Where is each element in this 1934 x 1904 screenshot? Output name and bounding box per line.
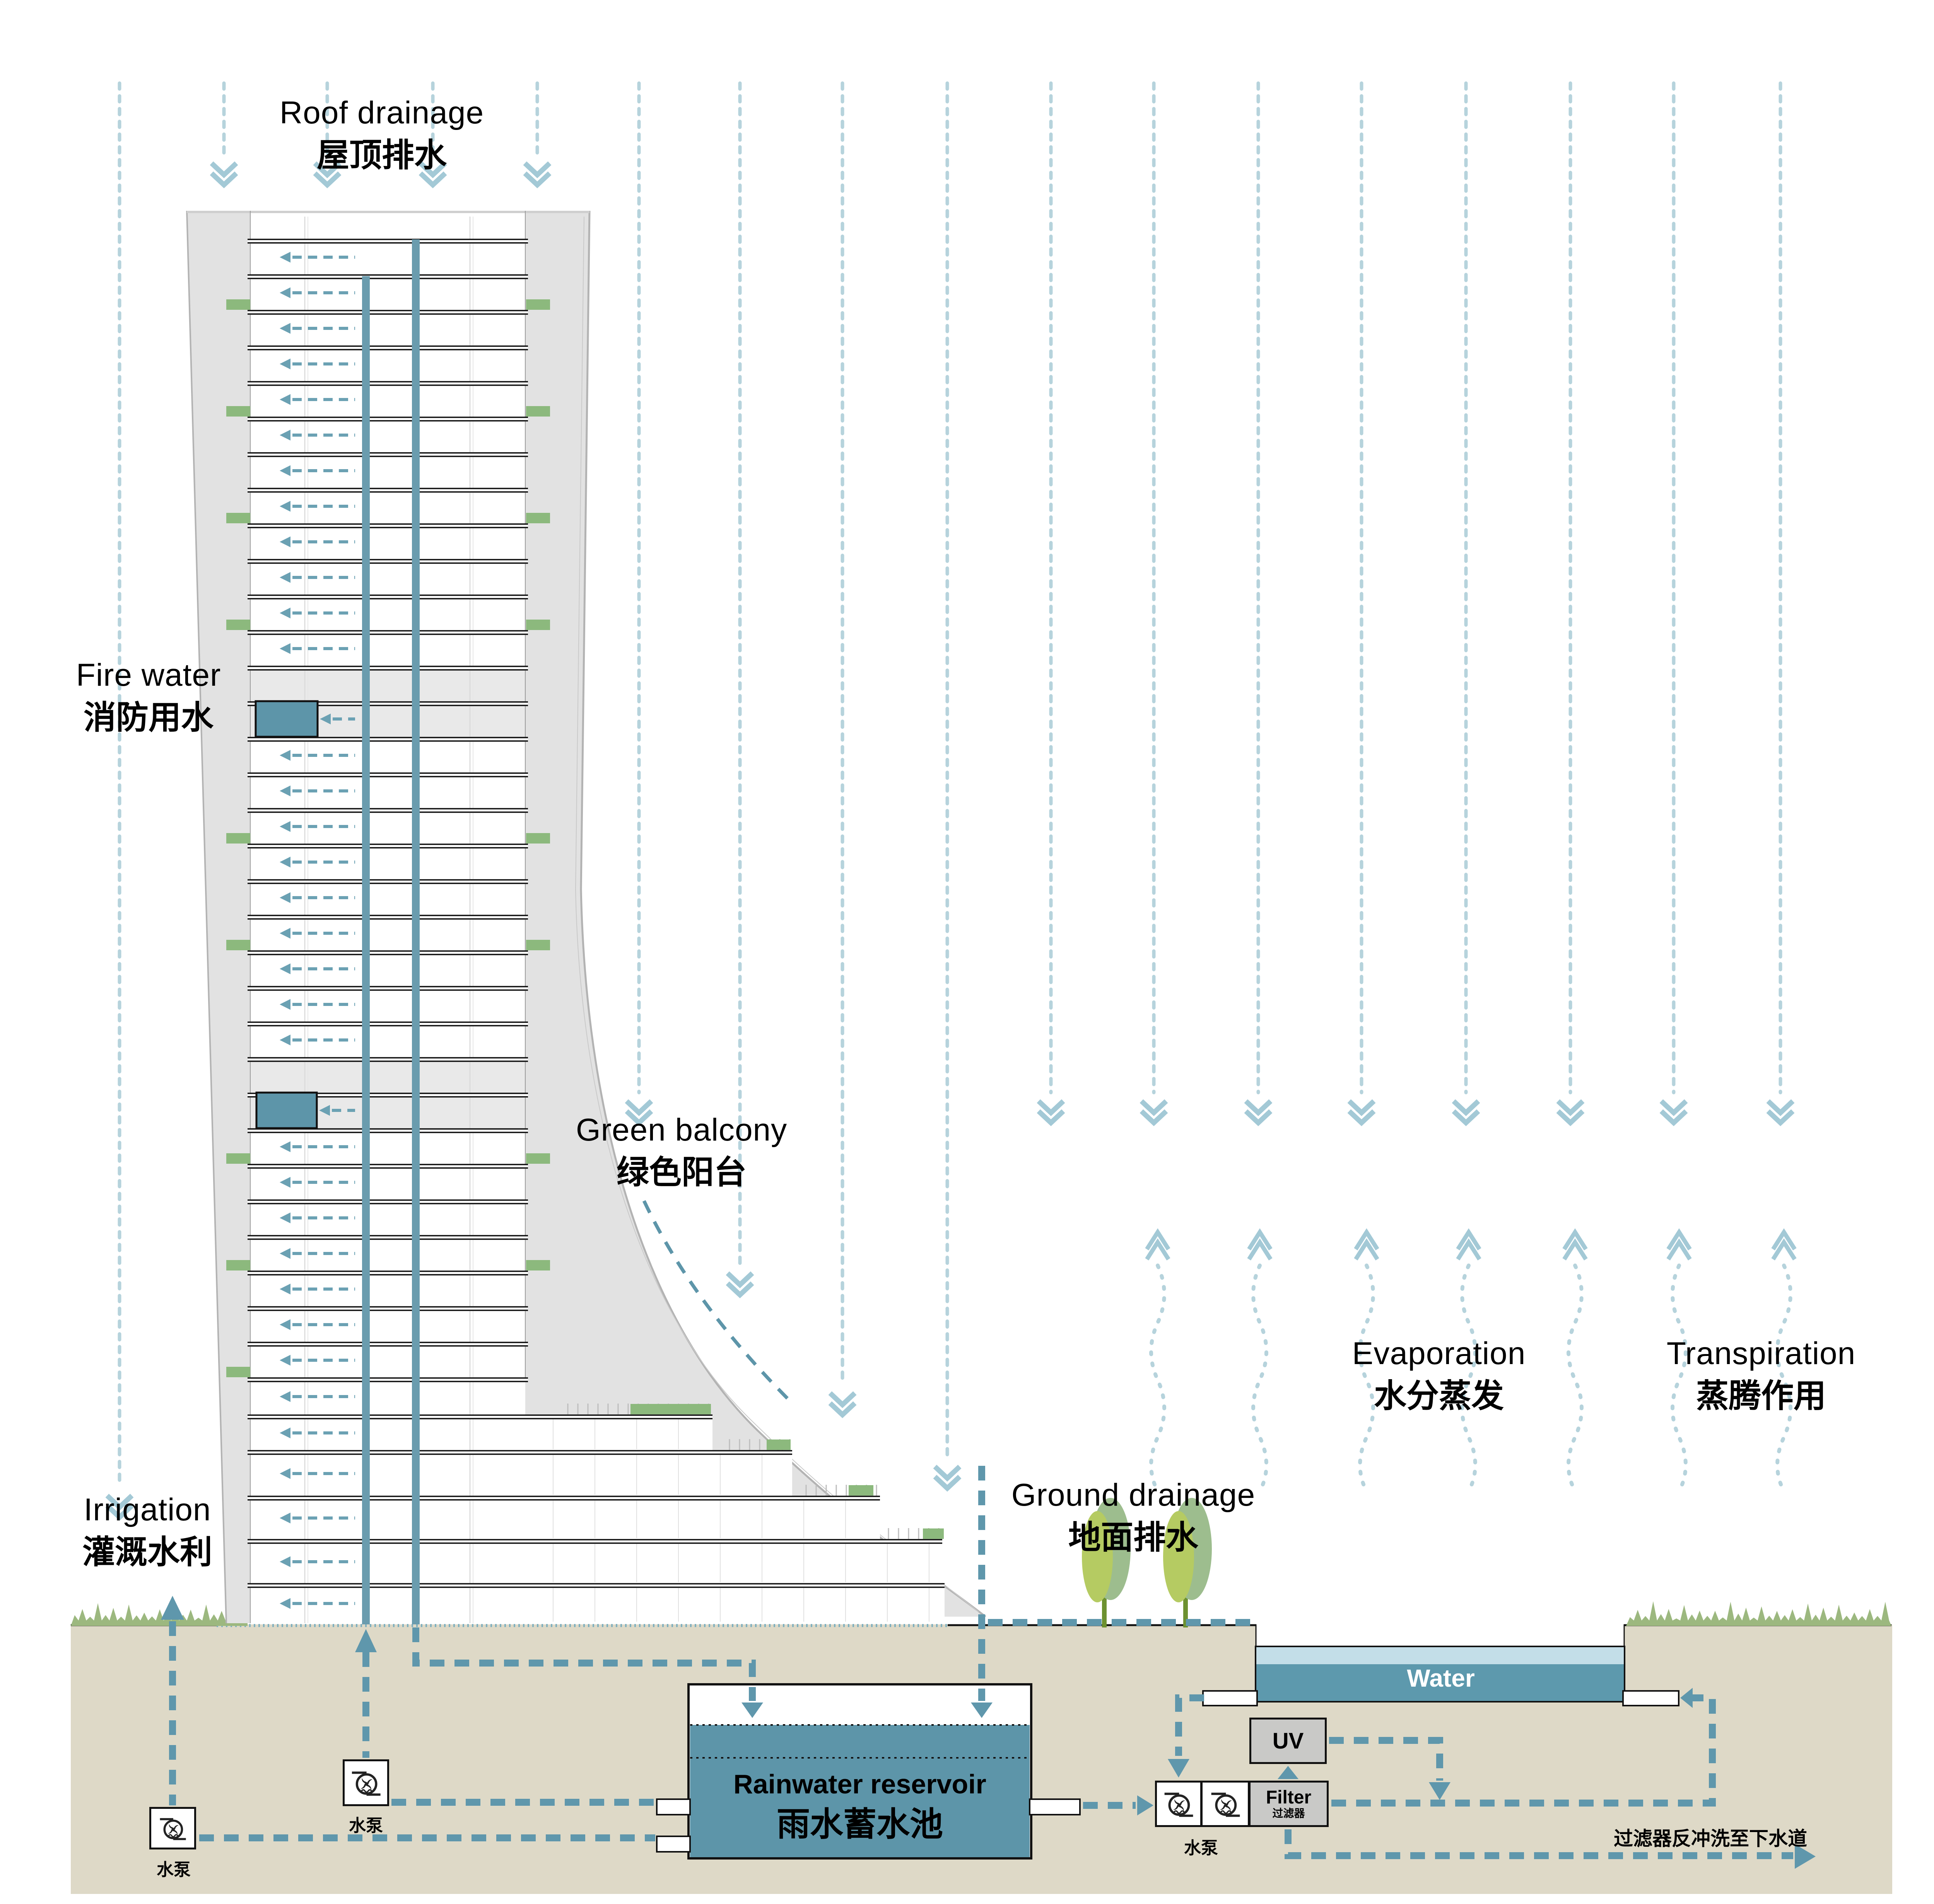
pump-label: 水泵 <box>349 1816 383 1835</box>
filter-label: Filter <box>1266 1787 1312 1808</box>
pump-building <box>343 1759 389 1806</box>
filter-label-zh: 过滤器 <box>1272 1807 1305 1819</box>
pump-label: 水泵 <box>157 1860 191 1879</box>
label-transpiration: Transpiration 蒸腾作用 <box>1666 1336 1856 1414</box>
label-rainwater-reservoir: Rainwater reservoir 雨水蓄水池 <box>733 1769 986 1843</box>
pump-irrigation <box>149 1807 196 1849</box>
pump-b <box>1201 1781 1250 1827</box>
label-evaporation: Evaporation 水分蒸发 <box>1352 1336 1526 1414</box>
label-fire-water: Fire water 消防用水 <box>76 657 221 736</box>
water-structures <box>656 1646 1679 1860</box>
pump-icon <box>1211 1793 1240 1817</box>
pump-icon <box>160 1818 186 1840</box>
building <box>186 210 986 1624</box>
label-ground-drainage: Ground drainage 地面排水 <box>1011 1477 1256 1556</box>
pump-icon <box>352 1771 381 1796</box>
flow-lines <box>161 1466 1816 1869</box>
label-roof-drainage: Roof drainage 屋顶排水 <box>279 95 484 174</box>
pump-icon <box>1164 1793 1193 1817</box>
pump-a <box>1155 1781 1202 1827</box>
trees <box>1082 1498 1212 1627</box>
uv-label: UV <box>1272 1728 1304 1754</box>
label-irrigation: Irrigation 灌溉水利 <box>82 1492 213 1571</box>
label-backwash-note: 过滤器反冲洗至下水道 <box>1614 1828 1807 1849</box>
filter-unit: Filter 过滤器 <box>1249 1781 1329 1827</box>
evaporation-columns <box>1145 1228 1797 1493</box>
pump-label: 水泵 <box>1184 1839 1218 1858</box>
label-water-pond: Water <box>1407 1664 1475 1692</box>
uv-unit: UV <box>1249 1718 1327 1764</box>
rain-columns <box>105 81 1795 1521</box>
label-green-balcony: Green balcony 绿色阳台 <box>576 1112 788 1191</box>
